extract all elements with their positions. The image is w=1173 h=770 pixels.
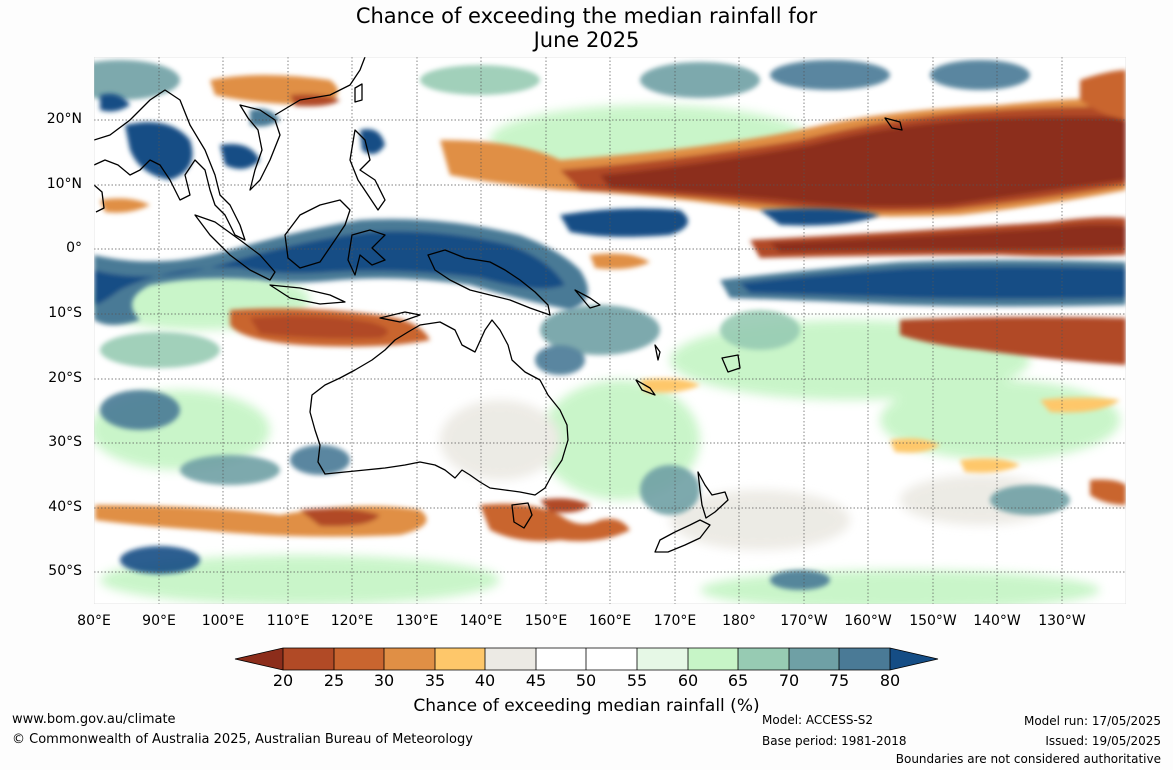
timor: [379, 311, 421, 323]
legend-tick-label: 45: [525, 671, 547, 690]
colour-legend-bar: [234, 647, 939, 671]
longitude-label: 130°W: [1038, 613, 1086, 629]
borneo-coastline: [284, 199, 351, 269]
legend-tick-label: 40: [474, 671, 496, 690]
legend-swatch-30-35: [384, 648, 435, 670]
taiwan-coastline: [354, 83, 363, 103]
longitude-label: 170°W: [780, 613, 828, 629]
longitude-label: 160°E: [588, 613, 632, 629]
boundaries-disclaimer: Boundaries are not considered authoritat…: [895, 752, 1161, 766]
legend-title: Chance of exceeding median rainfall (%): [413, 696, 760, 716]
latitude-label: 10°N: [46, 176, 82, 192]
legend-swatch-below-20: [235, 648, 283, 670]
longitude-label: 110°E: [266, 613, 310, 629]
longitude-label: 160°W: [844, 613, 892, 629]
longitude-label: 130°E: [395, 613, 439, 629]
legend-tick-labels: 20 25 30 35 40 45 50 55 60 65 70 75 80: [0, 671, 1173, 691]
legend-tick-label: 70: [778, 671, 800, 690]
legend-tick-label: 30: [373, 671, 395, 690]
australia-coastline: [309, 319, 569, 496]
southeast-asia-coastline: [94, 89, 246, 241]
coastlines: [94, 57, 903, 553]
latitude-label: 20°N: [46, 111, 82, 127]
map-title: Chance of exceeding the median rainfall …: [0, 4, 1173, 52]
legend-swatch-above-80: [890, 648, 938, 670]
philippines-coastline: [349, 129, 386, 211]
longitude-label: 140°E: [459, 613, 503, 629]
sri-lanka-coastline: [94, 184, 105, 213]
fiji: [721, 354, 741, 373]
java-coastline: [269, 284, 346, 305]
issued-date: Issued: 19/05/2025: [1045, 734, 1161, 748]
new-caledonia: [635, 379, 656, 396]
legend-swatch-75-80: [839, 648, 890, 670]
china-coastline: [274, 57, 366, 116]
legend-swatch-55-60: [637, 648, 688, 670]
longitude-label: 120°E: [330, 613, 374, 629]
model-run-date: Model run: 17/05/2025: [1023, 714, 1161, 728]
rainfall-field: [94, 57, 1126, 604]
legend-tick-label: 75: [828, 671, 850, 690]
new-zealand-south-island: [654, 519, 711, 553]
legend-swatch-70-75: [789, 648, 839, 670]
latitude-label: 0°: [66, 240, 82, 256]
solomon-islands: [574, 289, 601, 309]
copyright-notice: © Commonwealth of Australia 2025, Austra…: [12, 732, 473, 747]
title-line-2: June 2025: [533, 28, 640, 52]
sulawesi-coastline: [347, 229, 386, 276]
base-period: Base period: 1981-2018: [762, 734, 907, 748]
latitude-label: 10°S: [48, 305, 82, 321]
longitude-label: 180°: [722, 613, 756, 629]
latitude-label: 20°S: [48, 370, 82, 386]
legend-swatch-65-70: [738, 648, 789, 670]
latitude-label: 40°S: [48, 499, 82, 515]
legend-tick-label: 25: [323, 671, 345, 690]
longitude-label: 140°W: [973, 613, 1021, 629]
legend-swatch-45-50: [536, 648, 586, 670]
legend-swatch-50-55: [586, 648, 637, 670]
legend-tick-label: 20: [272, 671, 294, 690]
legend-swatch-60-65: [688, 648, 738, 670]
longitude-label: 150°W: [909, 613, 957, 629]
new-guinea-coastline: [427, 249, 551, 316]
hawaii: [884, 117, 903, 131]
longitude-label: 90°E: [142, 613, 176, 629]
legend-tick-label: 55: [626, 671, 648, 690]
tasmania-coastline: [511, 502, 533, 529]
longitude-label: 150°E: [524, 613, 568, 629]
legend-tick-label: 80: [879, 671, 901, 690]
legend-swatch-35-40: [435, 648, 485, 670]
sumatra-coastline: [194, 214, 276, 281]
longitude-label: 170°E: [653, 613, 697, 629]
indochina-coastline: [239, 104, 281, 191]
legend-swatch-40-45: [485, 648, 536, 670]
legend-swatch-25-30: [334, 648, 384, 670]
longitude-label: 100°E: [201, 613, 245, 629]
latitude-label: 50°S: [48, 563, 82, 579]
model-name: Model: ACCESS-S2: [762, 713, 874, 727]
legend-swatch-20-25: [283, 648, 334, 670]
legend-tick-label: 35: [424, 671, 446, 690]
vanuatu: [654, 344, 661, 361]
title-line-1: Chance of exceeding the median rainfall …: [355, 4, 818, 28]
website-link[interactable]: www.bom.gov.au/climate: [12, 712, 176, 727]
latitude-label: 30°S: [48, 434, 82, 450]
new-zealand-north-island: [697, 471, 729, 519]
legend-tick-label: 60: [677, 671, 699, 690]
longitude-label: 80°E: [77, 613, 111, 629]
legend-tick-label: 65: [727, 671, 749, 690]
legend-tick-label: 50: [575, 671, 597, 690]
graticule: [94, 57, 1126, 604]
